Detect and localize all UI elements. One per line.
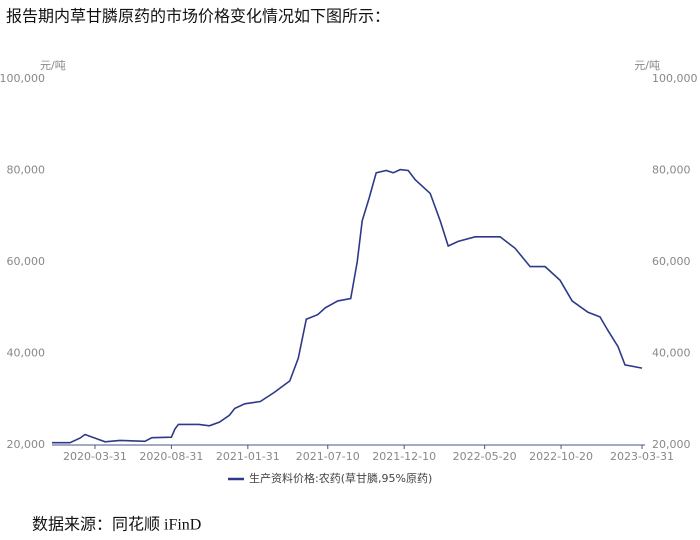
- y2-tick-label: 60,000: [652, 255, 691, 268]
- x-tick-label: 2022-10-20: [529, 450, 593, 463]
- source-text: 数据来源：同花顺 iFinD: [32, 516, 201, 534]
- x-tick-label: 2022-05-20: [453, 450, 517, 463]
- y-tick-label: 100,000: [0, 72, 45, 85]
- x-tick-label: 2020-03-31: [63, 450, 127, 463]
- x-tick-label: 2021-01-31: [216, 450, 280, 463]
- y2-tick-label: 100,000: [652, 72, 698, 85]
- y2-tick-label: 40,000: [652, 347, 691, 360]
- y2-tick-label: 80,000: [652, 164, 691, 177]
- y-tick-label: 20,000: [7, 438, 46, 451]
- legend-label: 生产资料价格:农药(草甘膦,95%原药): [249, 471, 432, 485]
- y-tick-label: 40,000: [7, 347, 46, 360]
- y-tick-label: 80,000: [7, 164, 46, 177]
- x-tick-label: 2021-12-10: [372, 450, 436, 463]
- y-unit: 元/吨: [40, 59, 66, 72]
- series-line: [52, 168, 643, 444]
- x-tick-label: 2020-08-31: [139, 450, 203, 463]
- x-tick-label: 2021-07-10: [296, 450, 360, 463]
- y2-tick-label: 20,000: [652, 438, 691, 451]
- y-tick-label: 60,000: [7, 255, 46, 268]
- intro-text: 报告期内草甘膦原药的市场价格变化情况如下图所示：: [6, 8, 390, 26]
- y2-unit: 元/吨: [634, 59, 660, 72]
- x-tick-label: 2023-03-31: [610, 450, 674, 463]
